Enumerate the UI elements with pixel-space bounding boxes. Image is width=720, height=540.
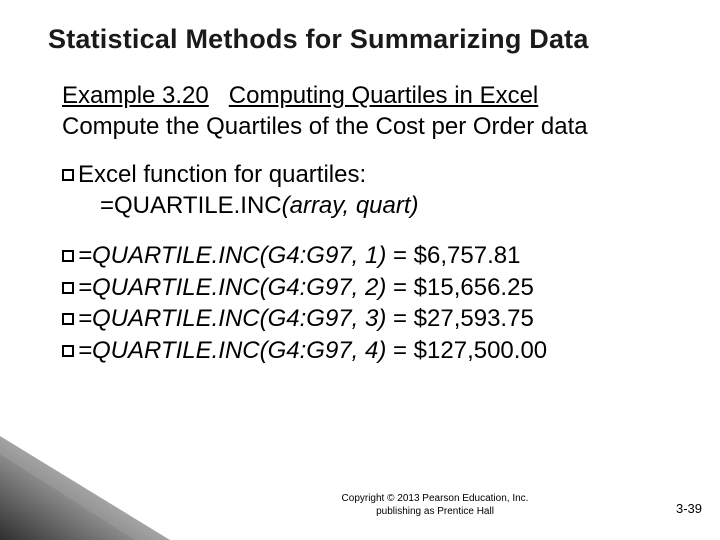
example-title: Computing Quartiles in Excel bbox=[229, 82, 538, 109]
result-row: =QUARTILE.INC(G4:G97, 3) = $27,593.75 bbox=[62, 303, 686, 335]
copyright-line2: publishing as Prentice Hall bbox=[376, 506, 494, 517]
function-formula: =QUARTILE.INC(array, quart) bbox=[100, 191, 686, 222]
function-intro-block: Excel function for quartiles: =QUARTILE.… bbox=[62, 160, 686, 221]
result-row: =QUARTILE.INC(G4:G97, 2) = $15,656.25 bbox=[62, 272, 686, 304]
function-intro-line: Excel function for quartiles: bbox=[62, 160, 686, 191]
example-heading: Example 3.20 Computing Quartiles in Exce… bbox=[62, 81, 686, 112]
result-value: = $15,656.25 bbox=[386, 274, 533, 301]
function-formula-name: =QUARTILE.INC bbox=[100, 192, 282, 219]
result-formula: =QUARTILE.INC(G4:G97, 2) bbox=[78, 274, 386, 301]
copyright-line1: Copyright © 2013 Pearson Education, Inc. bbox=[342, 493, 529, 504]
result-formula: =QUARTILE.INC(G4:G97, 1) bbox=[78, 242, 386, 269]
result-value: = $127,500.00 bbox=[386, 337, 547, 364]
result-formula: =QUARTILE.INC(G4:G97, 4) bbox=[78, 337, 386, 364]
page-number: 3-39 bbox=[676, 501, 702, 516]
result-formula: =QUARTILE.INC(G4:G97, 3) bbox=[78, 305, 386, 332]
result-row: =QUARTILE.INC(G4:G97, 4) = $127,500.00 bbox=[62, 335, 686, 367]
corner-decoration bbox=[0, 430, 170, 540]
results-block: =QUARTILE.INC(G4:G97, 1) = $6,757.81 =QU… bbox=[62, 240, 686, 367]
result-value: = $27,593.75 bbox=[386, 305, 533, 332]
slide: Statistical Methods for Summarizing Data… bbox=[0, 0, 720, 540]
function-intro: Excel function for quartiles: bbox=[78, 161, 366, 188]
copyright: Copyright © 2013 Pearson Education, Inc.… bbox=[0, 493, 720, 518]
slide-title: Statistical Methods for Summarizing Data bbox=[48, 24, 686, 55]
square-bullet-icon bbox=[62, 313, 74, 325]
function-formula-args: (array, quart) bbox=[282, 192, 419, 219]
square-bullet-icon bbox=[62, 282, 74, 294]
square-bullet-icon bbox=[62, 169, 74, 181]
example-label: Example 3.20 bbox=[62, 82, 209, 109]
result-row: =QUARTILE.INC(G4:G97, 1) = $6,757.81 bbox=[62, 240, 686, 272]
result-value: = $6,757.81 bbox=[386, 242, 520, 269]
square-bullet-icon bbox=[62, 250, 74, 262]
square-bullet-icon bbox=[62, 345, 74, 357]
example-desc: Compute the Quartiles of the Cost per Or… bbox=[62, 112, 686, 143]
